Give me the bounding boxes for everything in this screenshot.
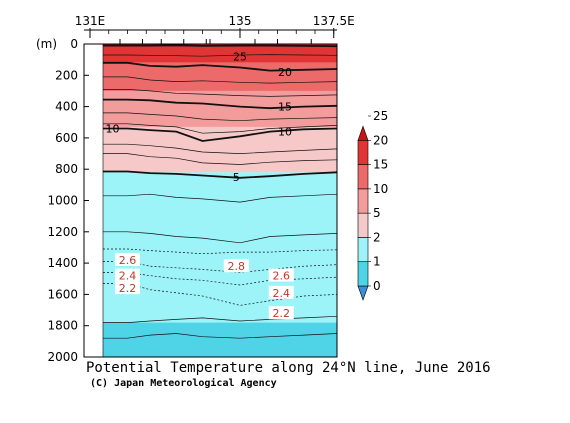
contour-line-10 xyxy=(103,127,337,142)
contour-line-4 xyxy=(103,193,337,203)
contour-label-bg-12 xyxy=(268,306,294,320)
contour-line-20 xyxy=(103,61,337,72)
contour-line-13 xyxy=(103,112,337,122)
contour-line-3 xyxy=(103,231,337,244)
contour-label-10: 2.2 xyxy=(119,282,137,295)
y-tick-label-9: 1800 xyxy=(47,319,78,333)
y-tick-label-10: 2000 xyxy=(47,350,78,364)
contour-line-11 xyxy=(103,123,337,134)
contour-line-15 xyxy=(103,98,337,110)
contour-label-3: 10 xyxy=(106,123,120,136)
contour-line-25 xyxy=(103,44,337,48)
contour-line-18 xyxy=(103,76,337,84)
y-tick-label-4: 800 xyxy=(55,162,78,176)
colorbar-label-0: 0 xyxy=(373,279,381,293)
axes: 0 200 400 600 800 1000 1200 1400 1600 1800 2000 131… xyxy=(47,14,354,364)
contour-label-4: 10 xyxy=(278,126,292,139)
colorbar-box-6 xyxy=(357,139,369,165)
contour-label-bg-6 xyxy=(115,252,140,266)
contour-line-1_8 xyxy=(103,333,337,339)
y-tick-label-3: 600 xyxy=(55,131,78,145)
contour-line-5 xyxy=(103,170,337,179)
depth-band-1 xyxy=(103,62,337,91)
y-tick-label-1: 200 xyxy=(55,68,78,82)
colorbar-box-3 xyxy=(357,212,369,238)
contour-label-5: 5 xyxy=(233,171,240,184)
contour-label-7: 2.8 xyxy=(228,260,246,273)
colorbar-high-arrow xyxy=(357,125,369,141)
colorbar-label-5: 15 xyxy=(373,158,388,172)
colorbar-label-3: 5 xyxy=(373,206,381,220)
y-tick-label-2: 400 xyxy=(55,100,78,114)
colorbar-box-5 xyxy=(357,164,369,190)
y-axis-unit-label: (m) xyxy=(36,37,57,51)
chart-credit: (C) Japan Meteorological Agency xyxy=(90,377,277,389)
y-tick-label-6: 1200 xyxy=(47,225,78,239)
contour-label-bg-11 xyxy=(268,285,294,299)
contour-label-1: 20 xyxy=(278,66,292,79)
depth-band-3 xyxy=(103,126,337,173)
contour-label-bg-9 xyxy=(268,268,294,282)
contour-label-bg-10 xyxy=(115,281,140,295)
contour-label-11: 2.4 xyxy=(273,287,291,300)
contour-label-2: 15 xyxy=(278,101,292,114)
contour-label-8: 2.4 xyxy=(119,270,137,283)
contour-line-8 xyxy=(103,143,337,154)
depth-band-2 xyxy=(103,90,337,127)
x-tick-label-2: 137.5E xyxy=(313,14,355,28)
colorbar-label-1: 1 xyxy=(373,255,381,269)
y-tick-label-0: 0 xyxy=(70,37,78,51)
depth-band-0 xyxy=(103,44,337,63)
y-tick-label-8: 1600 xyxy=(47,287,78,301)
contour-label-bg-7 xyxy=(223,259,249,273)
x-tick-label-0: 131E xyxy=(75,14,106,28)
contour-label-9: 2.6 xyxy=(273,270,291,283)
contour-label-0: 25 xyxy=(233,51,247,64)
contour-label-6: 2.6 xyxy=(119,254,137,267)
depth-band-4 xyxy=(103,172,337,323)
contour-line-16 xyxy=(103,89,337,97)
contour-line-2_8 xyxy=(103,248,337,255)
colorbar-box-4 xyxy=(357,188,369,214)
contour-label-12: 2.2 xyxy=(273,307,291,320)
colorbar-label-2: 2 xyxy=(373,230,381,244)
chart-title: Potential Temperature along 24°N line, J… xyxy=(86,360,491,376)
depth-band-5 xyxy=(103,322,337,357)
colorbar-label-4: 10 xyxy=(373,182,388,196)
colorbar-box-2 xyxy=(357,237,369,263)
contour-label-bg-8 xyxy=(115,268,140,282)
contour-line-22 xyxy=(103,54,337,57)
colorbar-label-6: 20 xyxy=(373,133,388,147)
colorbar-label-7: 25 xyxy=(373,109,388,123)
y-tick-label-5: 1000 xyxy=(47,194,78,208)
y-tick-label-7: 1400 xyxy=(47,256,78,270)
x-tick-label-1: 135 xyxy=(229,14,252,28)
colorbar-box-1 xyxy=(357,261,369,287)
contour-line-7 xyxy=(103,153,337,165)
